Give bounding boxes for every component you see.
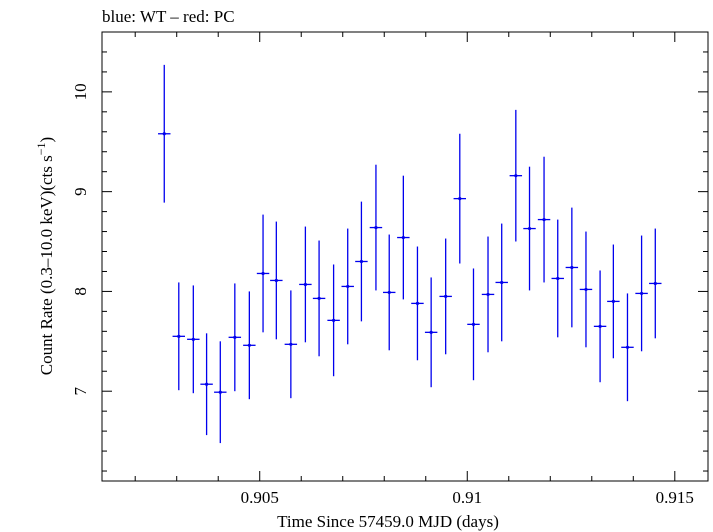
data-point: [523, 166, 536, 291]
point-marker: [500, 280, 504, 285]
data-point: [411, 246, 424, 361]
point-marker: [191, 337, 195, 341]
data-point: [369, 164, 383, 291]
point-marker: [332, 318, 336, 322]
point-marker: [218, 390, 222, 394]
data-points: [158, 64, 662, 444]
point-marker: [486, 292, 490, 297]
point-marker: [415, 301, 420, 305]
y-axis-label: Count Rate (0.3–10.0 keV)(cts s−1): [34, 137, 56, 375]
x-axis-label: Time Since 57459.0 MJD (days): [277, 512, 499, 531]
data-point: [187, 285, 200, 394]
point-marker: [317, 296, 321, 301]
y-axis-label-exponent: −1: [34, 142, 48, 155]
point-marker: [625, 345, 630, 349]
data-point: [383, 234, 396, 351]
point-marker: [444, 294, 448, 299]
data-point: [467, 268, 480, 381]
data-point: [509, 109, 523, 242]
point-marker: [570, 265, 574, 270]
data-point: [243, 291, 256, 400]
data-point: [565, 207, 579, 328]
y-tick-label: 9: [71, 187, 90, 196]
x-tick-label: 0.915: [656, 488, 694, 507]
data-point: [551, 219, 564, 338]
point-marker: [374, 225, 378, 230]
y-axis-label-end: ): [37, 137, 56, 143]
x-tick-label: 0.905: [241, 488, 279, 507]
point-marker: [527, 226, 532, 231]
data-point: [355, 201, 368, 322]
point-marker: [556, 276, 560, 281]
point-marker: [471, 322, 476, 326]
y-tick-label: 8: [71, 287, 90, 296]
data-point: [172, 282, 186, 391]
point-marker: [653, 281, 657, 286]
point-marker: [514, 174, 518, 178]
data-point: [424, 277, 438, 388]
data-point: [158, 64, 171, 203]
data-point: [593, 270, 607, 383]
point-marker: [303, 282, 307, 287]
x-tick-label: 0.91: [452, 488, 482, 507]
data-point: [439, 238, 452, 355]
chart-title: blue: WT – red: PC: [102, 7, 235, 26]
data-point: [453, 133, 467, 264]
data-point: [270, 221, 283, 340]
data-point: [327, 264, 340, 377]
point-marker: [162, 132, 166, 136]
point-marker: [598, 324, 602, 328]
data-point: [228, 283, 242, 392]
data-point: [312, 240, 326, 357]
data-point: [397, 175, 410, 300]
data-point: [495, 223, 508, 342]
data-point: [284, 290, 298, 399]
point-marker: [204, 382, 209, 386]
y-tick-label: 10: [71, 83, 90, 100]
point-marker: [639, 291, 644, 296]
data-point: [649, 228, 662, 339]
data-point: [200, 333, 213, 436]
point-marker: [274, 278, 278, 283]
y-tick-label: 7: [71, 386, 90, 395]
point-marker: [261, 271, 265, 276]
point-marker: [584, 287, 588, 292]
point-marker: [429, 330, 433, 334]
data-point: [579, 231, 593, 348]
plot-frame: [101, 31, 709, 482]
data-point: [635, 235, 648, 352]
point-marker: [233, 335, 237, 339]
data-point: [214, 341, 227, 444]
x-axis: 0.905 0.91 0.915: [134, 32, 694, 507]
point-marker: [542, 217, 546, 222]
point-marker: [401, 235, 405, 240]
y-axis: 7 8 9 10: [71, 31, 708, 472]
y-axis-label-main: Count Rate (0.3–10.0 keV)(cts s: [37, 155, 56, 375]
point-marker: [247, 343, 251, 347]
point-marker: [289, 342, 293, 346]
data-point: [607, 244, 620, 359]
data-point: [341, 228, 354, 345]
data-point: [537, 156, 551, 283]
point-marker: [458, 197, 462, 201]
data-point: [256, 214, 270, 333]
point-marker: [346, 284, 350, 289]
data-point: [621, 293, 634, 402]
point-marker: [387, 290, 391, 295]
point-marker: [611, 299, 615, 303]
point-marker: [177, 334, 181, 338]
point-marker: [359, 259, 364, 264]
data-point: [299, 226, 312, 343]
data-point: [481, 236, 495, 353]
